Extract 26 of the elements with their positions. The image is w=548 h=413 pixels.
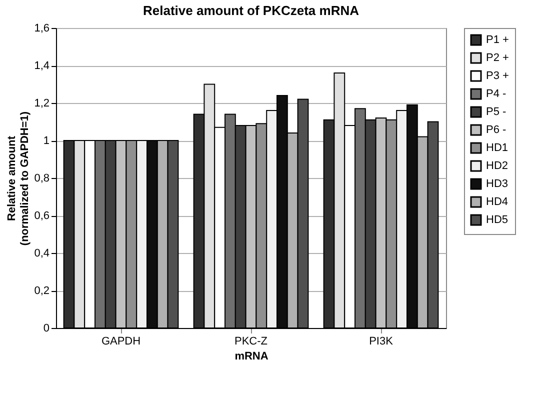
y-tick-label: 0,2 xyxy=(34,285,50,297)
y-axis-title: Relative amount (normalized to GAPDH=1) xyxy=(6,111,32,246)
y-tick-label: 1,2 xyxy=(34,98,50,110)
y-tick-label: 1,6 xyxy=(34,22,50,34)
chart-title: Relative amount of PKCzeta mRNA xyxy=(143,3,360,18)
legend-label: P4 - xyxy=(486,88,507,100)
x-tick-label: GAPDH xyxy=(101,336,141,348)
legend-label: HD4 xyxy=(486,196,508,208)
legend-label: P2 + xyxy=(486,52,509,64)
legend-label: P6 - xyxy=(486,124,507,136)
y-tick-label: 0 xyxy=(43,322,50,334)
y-tick-label: 0,6 xyxy=(34,210,50,222)
x-axis-title: mRNA xyxy=(234,350,268,362)
legend-label: HD5 xyxy=(486,214,508,226)
legend-label: HD2 xyxy=(486,160,508,172)
y-tick-label: 1 xyxy=(43,135,50,147)
legend-label: P5 - xyxy=(486,106,507,118)
y-tick-label: 1,4 xyxy=(34,60,50,72)
x-tick-label: PI3K xyxy=(369,336,394,348)
y-tick-label: 0,4 xyxy=(34,248,50,260)
legend-label: HD3 xyxy=(486,178,508,190)
legend-label: P3 + xyxy=(486,70,509,82)
x-tick-label: PKC-Z xyxy=(234,336,268,348)
y-tick-label: 0,8 xyxy=(34,172,50,184)
legend-label: P1 + xyxy=(486,34,509,46)
legend-label: HD1 xyxy=(486,142,508,154)
